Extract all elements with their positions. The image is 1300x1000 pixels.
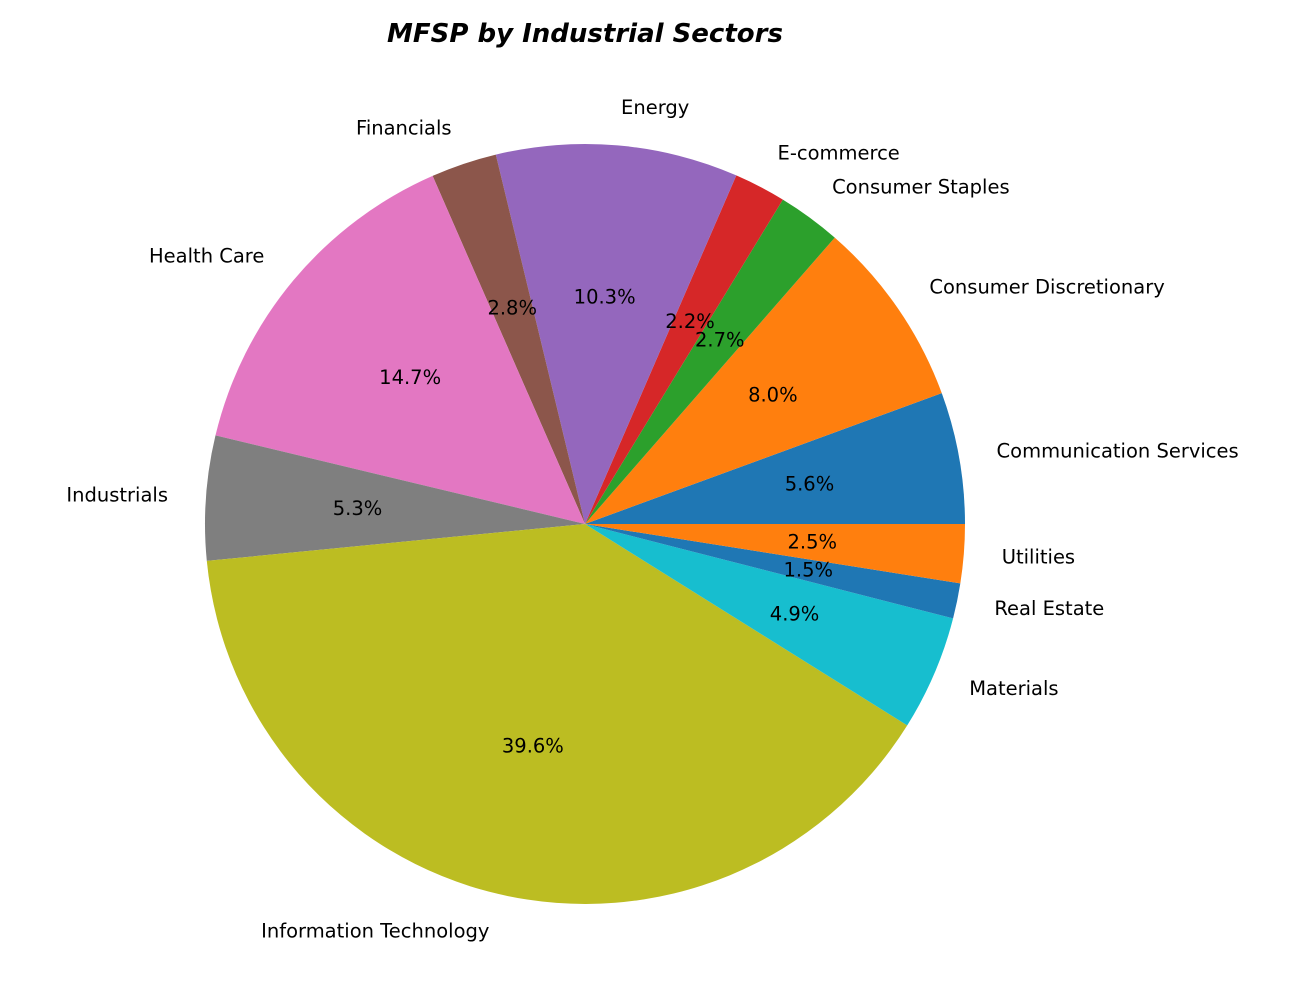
pct-label-information-technology: 39.6%: [502, 734, 564, 757]
pct-label-consumer-staples: 2.7%: [695, 329, 745, 352]
chart-title: MFSP by Industrial Sectors: [387, 19, 783, 49]
pie-slices: [205, 144, 965, 904]
pie-slice-e-commerce: [585, 175, 783, 524]
pct-label-energy: 10.3%: [574, 285, 636, 308]
pct-label-e-commerce: 2.2%: [665, 310, 715, 333]
pie-slice-financials: [432, 154, 585, 524]
slice-label-industrials: Industrials: [66, 484, 168, 507]
pie-slice-consumer-discretionary: [585, 237, 942, 524]
pct-label-utilities: 2.5%: [788, 530, 838, 553]
pct-label-communication-services: 5.6%: [785, 473, 835, 496]
pie-slice-industrials: [205, 435, 585, 561]
slice-label-materials: Materials: [969, 677, 1058, 700]
slice-label-financials: Financials: [356, 116, 452, 139]
slice-label-consumer-staples: Consumer Staples: [832, 175, 1010, 198]
pie-slice-utilities: [585, 524, 965, 584]
slice-label-information-technology: Information Technology: [261, 919, 489, 942]
pie-slice-health-care: [215, 175, 586, 524]
slice-label-e-commerce: E-commerce: [778, 141, 900, 164]
pie-slice-information-technology: [206, 524, 908, 904]
pct-label-industrials: 5.3%: [333, 497, 383, 520]
pie-slice-energy: [495, 144, 737, 524]
pie-slice-real-estate: [585, 524, 961, 619]
slice-label-communication-services: Communication Services: [997, 439, 1239, 462]
pie-slice-communication-services: [585, 393, 965, 524]
pct-label-materials: 4.9%: [770, 602, 820, 625]
pie-slice-materials: [585, 524, 954, 726]
pct-label-health-care: 14.7%: [379, 366, 441, 389]
slice-label-health-care: Health Care: [149, 244, 264, 267]
pct-label-real-estate: 1.5%: [783, 559, 833, 582]
pct-label-consumer-discretionary: 8.0%: [748, 383, 798, 406]
slice-label-consumer-discretionary: Consumer Discretionary: [929, 276, 1164, 299]
slice-label-utilities: Utilities: [1002, 545, 1075, 568]
pie-slice-consumer-staples: [585, 199, 835, 524]
slice-label-energy: Energy: [621, 96, 689, 119]
pie-labels: Communication Services Consumer Discretio…: [66, 96, 1238, 942]
slice-label-real-estate: Real Estate: [994, 597, 1104, 620]
pct-label-financials: 2.8%: [487, 296, 537, 319]
